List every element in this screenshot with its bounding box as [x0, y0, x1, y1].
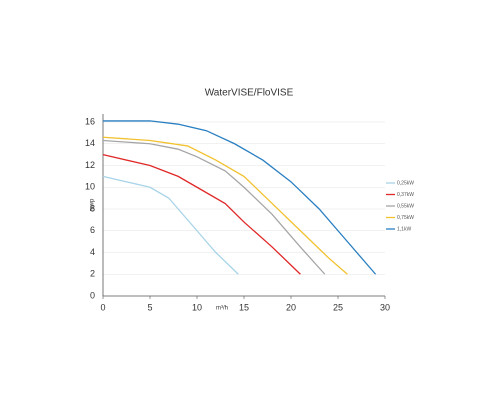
legend-label: 1,1kW [397, 226, 411, 232]
y-tick-label: 10 [85, 182, 95, 192]
y-tick-label: 6 [90, 225, 95, 235]
series-line [102, 139, 326, 275]
x-tick-label: 20 [286, 302, 296, 312]
series-line [102, 136, 348, 275]
legend-label: 0,75kW [397, 215, 414, 221]
legend-label: 0,25kW [397, 180, 414, 186]
y-axis-label: mwp [90, 198, 96, 211]
chart-title: WaterVISE/FloVISE [205, 88, 294, 99]
x-tick-label: 5 [147, 302, 152, 312]
legend-label: 0,37kW [397, 192, 414, 198]
y-tick-label: 0 [90, 290, 95, 300]
x-tick-label: 10 [192, 302, 202, 312]
y-tick-label: 4 [90, 247, 95, 257]
x-tick-label: 30 [380, 302, 390, 312]
x-tick-label: 15 [239, 302, 249, 312]
series-line [103, 120, 377, 275]
y-tick-label: 16 [85, 116, 95, 126]
series-line [102, 153, 301, 275]
y-tick-label: 14 [85, 138, 95, 148]
legend-label: 0,55kW [397, 203, 414, 209]
series-line [102, 175, 239, 275]
y-tick-label: 2 [90, 269, 95, 279]
y-tick-label: 12 [85, 160, 95, 170]
x-axis-label: m³/h [216, 306, 228, 312]
y-tick-label: 8 [90, 203, 95, 213]
x-tick-label: 0 [100, 302, 105, 312]
x-tick-label: 25 [333, 302, 343, 312]
